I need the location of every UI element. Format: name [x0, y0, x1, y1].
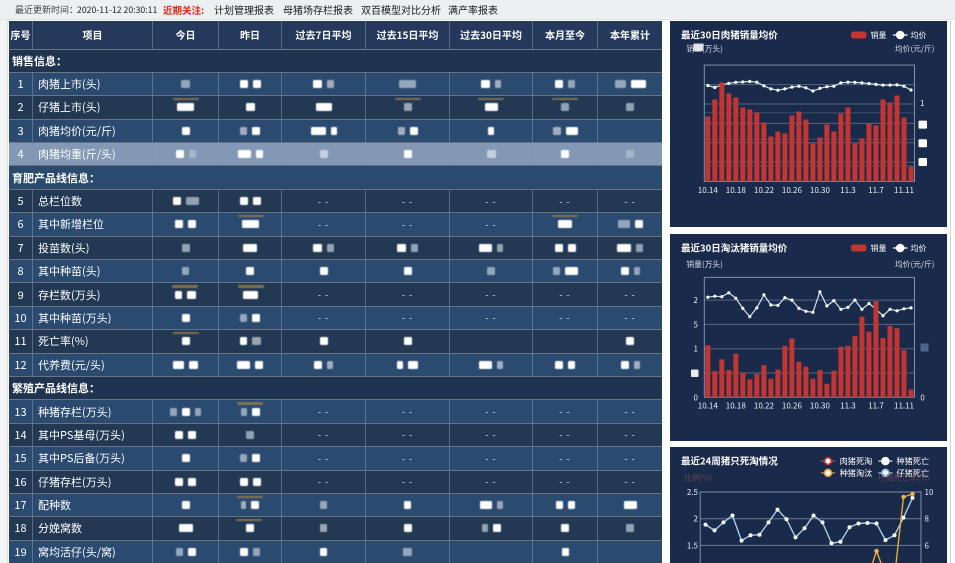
svg-text:10.26: 10.26: [782, 401, 803, 412]
svg-text:1: 1: [694, 344, 698, 355]
svg-text:11.7: 11.7: [868, 401, 884, 412]
svg-text:10.18: 10.18: [726, 185, 747, 196]
svg-text:最近24周猪只死淘情况: 最近24周猪只死淘情况: [681, 454, 778, 468]
svg-text:销量(万头): 销量(万头): [686, 44, 722, 55]
svg-text:种猪淘汰: 种猪淘汰: [840, 467, 873, 479]
svg-text:均价: 均价: [911, 243, 927, 254]
svg-text:仔猪死亡率(%): 仔猪死亡率(%): [878, 473, 929, 484]
svg-text:5: 5: [694, 319, 698, 330]
svg-text:10.22: 10.22: [754, 401, 775, 412]
svg-text:10: 10: [925, 487, 934, 498]
svg-text:11.11: 11.11: [894, 185, 914, 196]
svg-text:11.3: 11.3: [840, 185, 856, 196]
svg-text:0: 0: [694, 392, 699, 403]
svg-text:销量: 销量: [871, 30, 887, 41]
svg-text:种猪死亡: 种猪死亡: [896, 455, 929, 467]
svg-text:0: 0: [920, 392, 925, 403]
svg-text:均价(元/斤): 均价(元/斤): [895, 259, 935, 270]
svg-text:8: 8: [925, 514, 930, 525]
svg-text:2.5: 2.5: [687, 487, 698, 498]
svg-text:最近30日淘汰猪销量均价: 最近30日淘汰猪销量均价: [681, 241, 788, 255]
svg-text:销量: 销量: [871, 243, 887, 254]
svg-text:11.7: 11.7: [868, 185, 884, 196]
svg-text:2: 2: [694, 295, 699, 306]
svg-text:10.14: 10.14: [698, 185, 719, 196]
svg-text:均价: 均价: [911, 30, 927, 41]
svg-text:11.11: 11.11: [894, 401, 914, 412]
svg-text:1.5: 1.5: [687, 540, 698, 551]
svg-text:1: 1: [920, 98, 924, 109]
svg-text:2: 2: [694, 514, 699, 525]
svg-text:10.18: 10.18: [726, 401, 747, 412]
svg-text:比例(%): 比例(%): [684, 473, 712, 484]
svg-text:10.30: 10.30: [810, 185, 831, 196]
svg-text:销量(万头): 销量(万头): [686, 259, 722, 270]
svg-text:肉猪死淘: 肉猪死淘: [840, 455, 873, 467]
svg-text:6: 6: [925, 540, 930, 551]
svg-text:10.14: 10.14: [698, 401, 719, 412]
svg-text:10.26: 10.26: [782, 185, 803, 196]
svg-text:均价(元/斤): 均价(元/斤): [895, 44, 935, 55]
svg-text:10.30: 10.30: [810, 401, 831, 412]
svg-text:11.3: 11.3: [840, 401, 856, 412]
svg-text:最近30日肉猪销量均价: 最近30日肉猪销量均价: [681, 28, 778, 42]
svg-text:仔猪死亡: 仔猪死亡: [896, 467, 929, 479]
svg-text:10.22: 10.22: [754, 185, 775, 196]
